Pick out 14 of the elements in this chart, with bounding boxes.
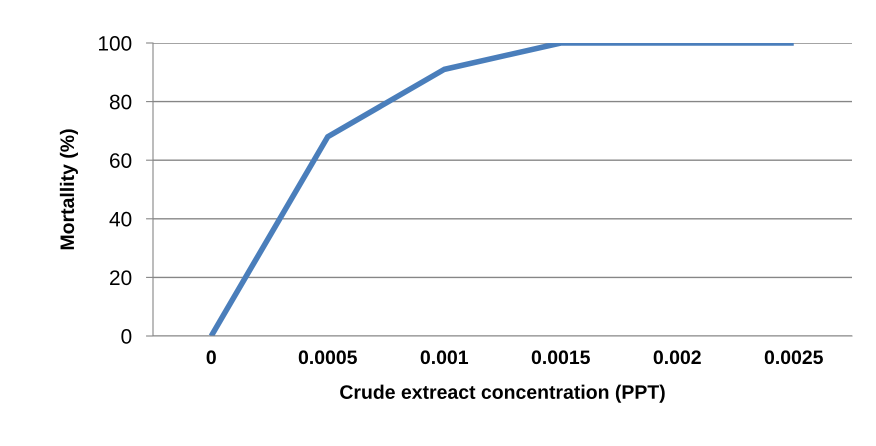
x-tick-label: 0.001 [420,350,468,364]
y-tick-label: 100 [99,36,132,51]
y-tick-label: 0 [121,329,132,344]
x-tick-label: 0.002 [654,350,701,364]
x-tick-label: 0 [206,350,216,364]
y-tick-label: 60 [110,153,132,168]
x-tick-label: 0.0015 [532,350,590,364]
x-tick-label: 0.0005 [298,350,357,364]
x-axis-title: Crude extreact concentration (PPT) [340,384,665,403]
y-tick-label: 20 [110,270,132,286]
y-axis-title: Mortallity (%) [60,129,78,250]
y-tick-label: 80 [110,94,132,110]
x-tick-label: 0.0025 [764,350,823,364]
y-tick-label: 40 [109,212,132,227]
